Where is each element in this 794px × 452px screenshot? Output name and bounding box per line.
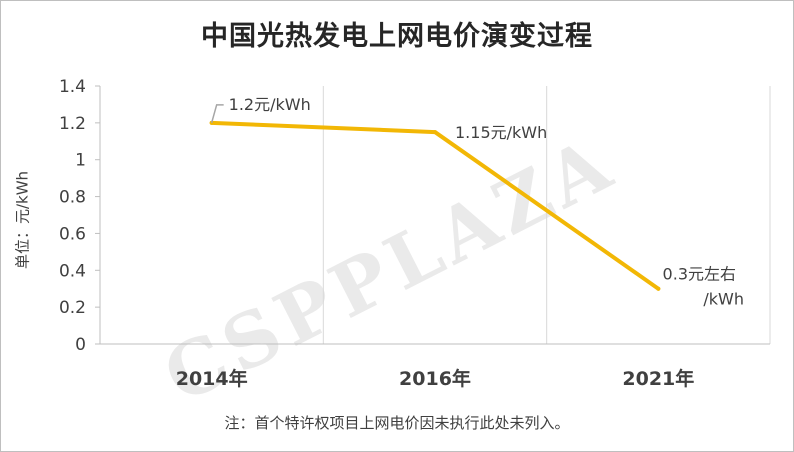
- x-tick-label: 2021年: [622, 367, 694, 390]
- footnote: 注：首个特许权项目上网电价因未执行此处未列入。: [224, 414, 570, 432]
- x-tick-label: 2014年: [176, 367, 248, 390]
- y-tick-label: 0.6: [59, 224, 86, 244]
- data-label: 0.3元左右: [663, 265, 736, 284]
- y-tick-label: 0.4: [59, 261, 86, 281]
- chart-title: 中国光热发电上网电价演变过程: [201, 21, 593, 52]
- data-point: [433, 130, 437, 135]
- data-label: 1.15元/kWh: [455, 123, 547, 142]
- y-tick-label: 1.4: [59, 77, 86, 97]
- x-tick-label: 2016年: [399, 367, 471, 390]
- data-point: [656, 286, 661, 291]
- y-tick-label: 1.2: [59, 114, 86, 134]
- y-tick-label: 1: [75, 151, 86, 171]
- y-tick-label: 0.8: [59, 188, 86, 208]
- data-label: /kWh: [703, 290, 744, 309]
- y-tick-label: 0: [75, 335, 86, 355]
- data-label-leader: [210, 104, 224, 124]
- data-label: 1.2元/kWh: [229, 95, 311, 114]
- y-tick-label: 0.2: [59, 298, 86, 318]
- series-line: [209, 120, 661, 291]
